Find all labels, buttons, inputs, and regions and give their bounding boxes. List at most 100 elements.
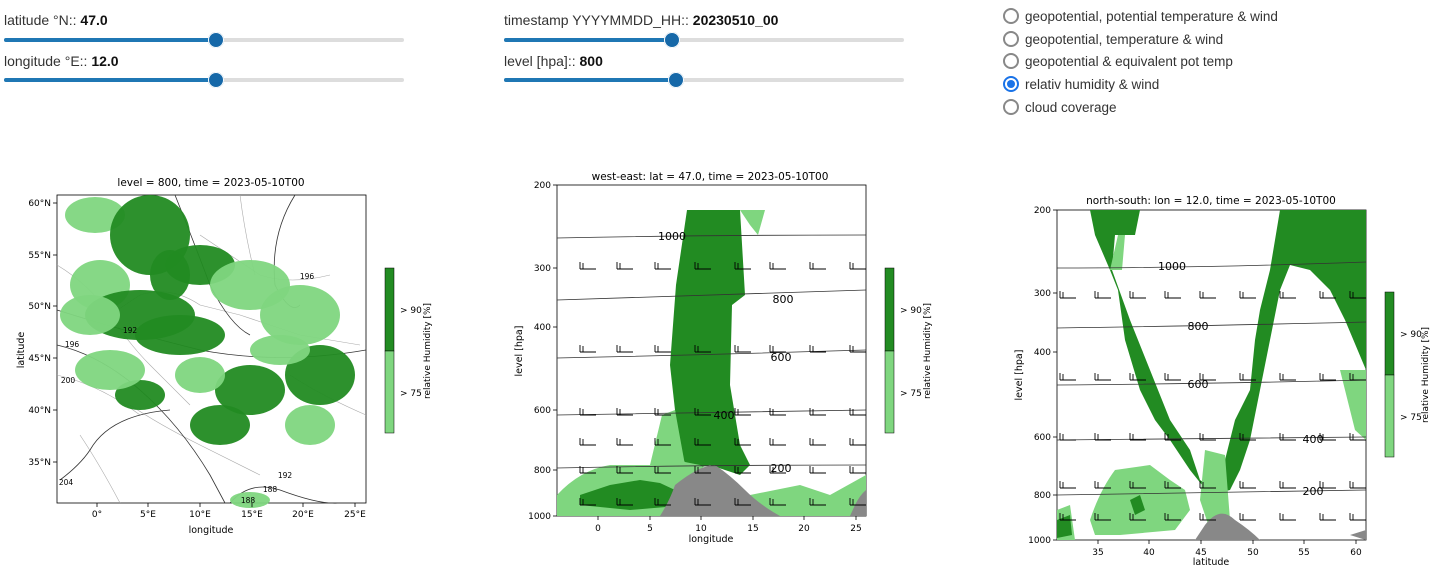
map-rh-patch <box>285 345 355 405</box>
map-xtick-label: 25°E <box>344 510 366 520</box>
map-rh-patch <box>65 197 125 233</box>
wind-barb-icon <box>1164 433 1181 441</box>
radio-circle-icon[interactable] <box>1003 99 1019 115</box>
radio-selected-icon[interactable] <box>1003 76 1019 92</box>
map-rh-patch <box>260 285 340 345</box>
map-xtick-label: 10°E <box>189 510 211 520</box>
latitude-slider-handle[interactable] <box>208 32 224 48</box>
wind-barb-icon <box>1349 291 1366 299</box>
wind-barb-icon <box>849 438 866 446</box>
wind-barb-icon <box>694 438 711 446</box>
ns-xlabel: latitude <box>1193 557 1230 568</box>
map-colorbar: > 90 > 75 relative Humidity [%] <box>384 267 433 434</box>
map-rh-patch <box>150 250 190 300</box>
ns-title: north-south: lon = 12.0, time = 2023-05-… <box>1086 195 1336 207</box>
radio-option-2[interactable]: geopotential & equivalent pot temp <box>1003 51 1233 71</box>
wind-barb-icon <box>1319 373 1336 381</box>
map-contour-label: 188 <box>263 485 278 494</box>
wind-barb-icon <box>694 262 711 270</box>
level-control: level [hpa]:: 800 <box>504 53 904 88</box>
map-xtick-label: 20°E <box>292 510 314 520</box>
wind-barb-icon <box>1129 291 1146 299</box>
radio-option-3[interactable]: relativ humidity & wind <box>1003 74 1159 94</box>
ns-ytick-label: 200 <box>1034 206 1051 216</box>
wind-barb-icon <box>1239 433 1256 441</box>
latitude-slider[interactable] <box>4 32 404 48</box>
wind-barb-icon <box>734 408 751 416</box>
we-colorbar: > 90 > 75 relative Humidity [%] <box>884 267 933 434</box>
wind-barb-icon <box>1129 373 1146 381</box>
radio-option-0[interactable]: geopotential, potential temperature & wi… <box>1003 6 1278 26</box>
radio-circle-icon[interactable] <box>1003 8 1019 24</box>
wind-barb-icon <box>654 345 671 353</box>
wind-barb-icon <box>1059 433 1076 441</box>
ns-xtick-label: 50 <box>1247 548 1259 558</box>
level-label: level [hpa]:: 800 <box>504 53 603 69</box>
wind-barb-icon <box>1164 373 1181 381</box>
map-ytick-label: 45°N <box>28 354 51 364</box>
wind-barb-icon <box>849 498 866 506</box>
map-ytick-label: 35°N <box>28 458 51 468</box>
ns-contour-label: 200 <box>1303 485 1324 498</box>
radio-circle-icon[interactable] <box>1003 31 1019 47</box>
wind-barb-icon <box>654 262 671 270</box>
wind-barb-icon <box>654 466 671 474</box>
wind-barb-icon <box>1279 373 1296 381</box>
radio-label: geopotential, temperature & wind <box>1025 31 1224 47</box>
we-xtick-label: 5 <box>647 524 653 534</box>
wind-barb-icon <box>1094 513 1111 521</box>
wind-barb-icon <box>1199 291 1216 299</box>
wind-barb-icon <box>694 345 711 353</box>
level-slider-handle[interactable] <box>668 72 684 88</box>
map-rh-patch <box>230 492 270 508</box>
wind-barb-icon <box>734 345 751 353</box>
we-ylabel: level [hpa] <box>514 326 525 377</box>
wind-barb-icon <box>1129 513 1146 521</box>
level-slider[interactable] <box>504 72 904 88</box>
map-rh-patch <box>190 405 250 445</box>
wind-barb-icon <box>616 408 633 416</box>
wind-barb-icon <box>694 408 711 416</box>
map-rh-patch <box>175 357 225 393</box>
timestamp-slider-handle[interactable] <box>664 32 680 48</box>
wind-barb-icon <box>1199 481 1216 489</box>
we-ytick-label: 800 <box>534 466 551 476</box>
map-contour-label: 196 <box>65 340 80 349</box>
wind-barb-icon <box>734 262 751 270</box>
map-rh-patch <box>60 295 120 335</box>
radio-circle-icon[interactable] <box>1003 53 1019 69</box>
latitude-control: latitude °N:: 47.0 <box>4 12 404 48</box>
map-contour-label: 192 <box>123 326 138 335</box>
wind-barb-icon <box>1279 433 1296 441</box>
wind-barb-icon <box>1239 291 1256 299</box>
colorbar-label: relative Humidity [%] <box>423 303 433 399</box>
timestamp-slider[interactable] <box>504 32 904 48</box>
map-ylabel: latitude <box>16 332 27 369</box>
wind-barb-icon <box>1094 433 1111 441</box>
longitude-slider[interactable] <box>4 72 404 88</box>
longitude-slider-handle[interactable] <box>208 72 224 88</box>
colorbar-level-75: > 75 <box>900 389 922 399</box>
we-contour-label: 1000 <box>658 230 686 243</box>
wind-barb-icon <box>579 438 596 446</box>
wind-barb-icon <box>616 438 633 446</box>
wind-barb-icon <box>1059 373 1076 381</box>
we-ytick-label: 300 <box>534 264 551 274</box>
radio-option-1[interactable]: geopotential, temperature & wind <box>1003 29 1223 49</box>
wind-barb-icon <box>734 498 751 506</box>
wind-barb-icon <box>809 408 826 416</box>
wind-barb-icon <box>769 345 786 353</box>
we-contour-label: 400 <box>714 409 735 422</box>
radio-option-4[interactable]: cloud coverage <box>1003 97 1117 117</box>
wind-barb-icon <box>579 408 596 416</box>
wind-barb-icon <box>1199 373 1216 381</box>
wind-barb-icon <box>849 262 866 270</box>
wind-barb-icon <box>694 498 711 506</box>
wind-barb-icon <box>1239 513 1256 521</box>
wind-barb-icon <box>654 408 671 416</box>
wind-barb-icon <box>769 262 786 270</box>
we-xtick-label: 25 <box>850 524 861 534</box>
wind-barb-icon <box>734 438 751 446</box>
wind-barb-icon <box>579 498 596 506</box>
wind-barb-icon <box>654 498 671 506</box>
